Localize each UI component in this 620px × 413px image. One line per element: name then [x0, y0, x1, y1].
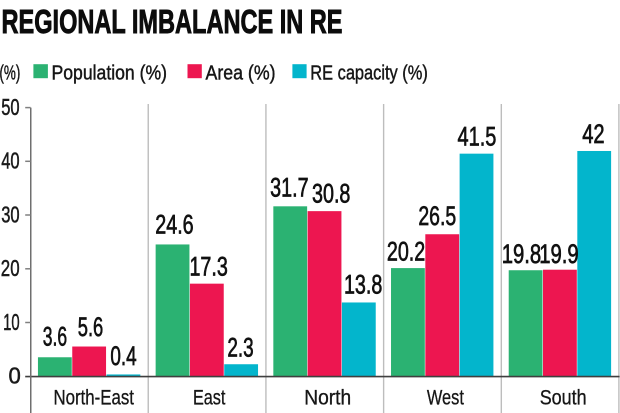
svg-text:RE capacity (%): RE capacity (%): [310, 61, 428, 84]
svg-text:5.6: 5.6: [78, 311, 104, 342]
svg-text:West: West: [427, 387, 464, 410]
svg-text:North-East: North-East: [53, 387, 134, 410]
svg-text:20.2: 20.2: [387, 236, 425, 267]
svg-text:42: 42: [582, 118, 604, 149]
svg-text:17.3: 17.3: [189, 251, 227, 282]
svg-text:3.6: 3.6: [43, 321, 67, 352]
svg-text:20: 20: [1, 255, 20, 281]
svg-text:13.8: 13.8: [344, 268, 382, 299]
svg-text:Area (%): Area (%): [206, 61, 276, 84]
svg-text:30.8: 30.8: [312, 177, 350, 208]
svg-text:0.4: 0.4: [110, 340, 136, 371]
svg-text:24.6: 24.6: [155, 208, 193, 239]
svg-text:0: 0: [9, 363, 21, 389]
svg-text:31.7: 31.7: [270, 172, 308, 203]
svg-text:19.8: 19.8: [502, 238, 542, 269]
svg-text:10: 10: [3, 309, 20, 335]
svg-text:(%): (%): [0, 61, 20, 84]
svg-text:2.3: 2.3: [227, 332, 253, 363]
svg-text:40: 40: [1, 148, 19, 174]
svg-text:North: North: [304, 387, 351, 410]
svg-text:Population (%): Population (%): [52, 61, 168, 84]
svg-text:30: 30: [1, 201, 19, 227]
svg-text:19.9: 19.9: [539, 238, 579, 269]
svg-text:41.5: 41.5: [458, 121, 497, 152]
svg-text:REGIONAL IMBALANCE IN RE: REGIONAL IMBALANCE IN RE: [2, 4, 343, 41]
svg-text:East: East: [193, 387, 226, 410]
svg-text:South: South: [540, 387, 587, 410]
svg-text:26.5: 26.5: [418, 200, 456, 231]
svg-text:50: 50: [1, 94, 19, 120]
